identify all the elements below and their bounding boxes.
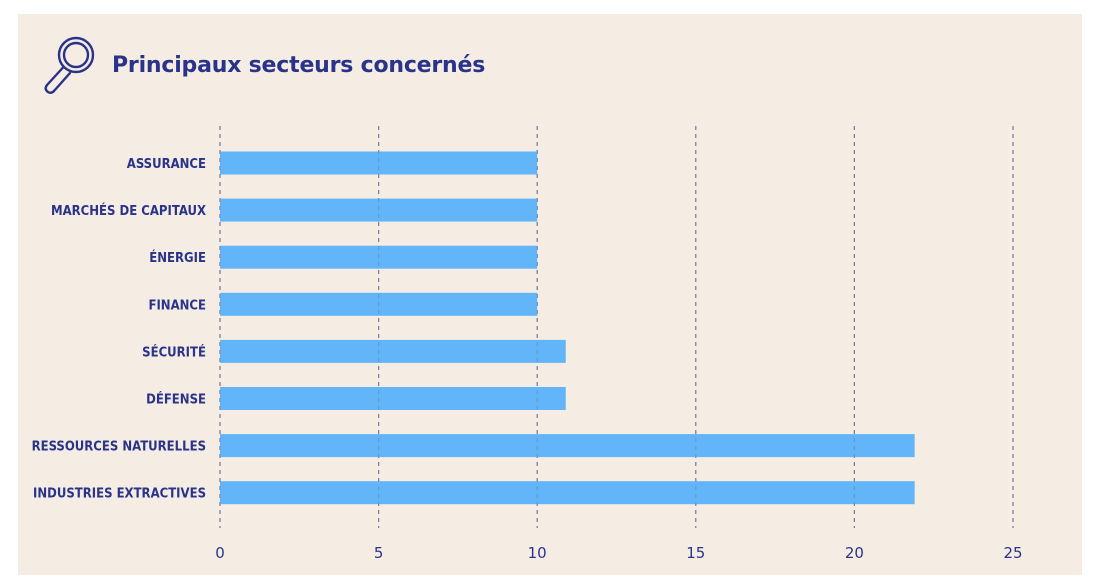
category-label-8: INDUSTRIES EXTRACTIVES <box>33 487 206 502</box>
x-tick-label-5: 5 <box>374 544 384 562</box>
x-tick-label-25: 25 <box>1003 544 1022 562</box>
bar-8 <box>220 481 915 505</box>
bar-7 <box>220 434 915 458</box>
x-tick-label-0: 0 <box>215 544 225 562</box>
category-label-3: ÉNERGIE <box>149 250 206 266</box>
x-tick-label-20: 20 <box>845 544 864 562</box>
category-label-2: MARCHÉS DE CAPITAUX <box>51 203 206 219</box>
x-tick-label-10: 10 <box>528 544 547 562</box>
chart-header: Principaux secteurs concernés <box>40 32 485 98</box>
category-label-4: FINANCE <box>148 298 206 313</box>
category-label-1: ASSURANCE <box>127 157 206 172</box>
category-label-7: RESSOURCES NATURELLES <box>32 440 206 455</box>
category-label-5: SÉCURITÉ <box>142 344 206 360</box>
chart-title: Principaux secteurs concernés <box>112 52 486 78</box>
magnifier-icon <box>44 36 95 94</box>
bar-6 <box>220 387 566 410</box>
category-label-6: DÉFENSE <box>146 392 206 408</box>
bar-2 <box>220 198 538 222</box>
bar-5 <box>220 339 566 363</box>
bar-1 <box>220 151 538 175</box>
x-tick-label-15: 15 <box>686 544 705 562</box>
